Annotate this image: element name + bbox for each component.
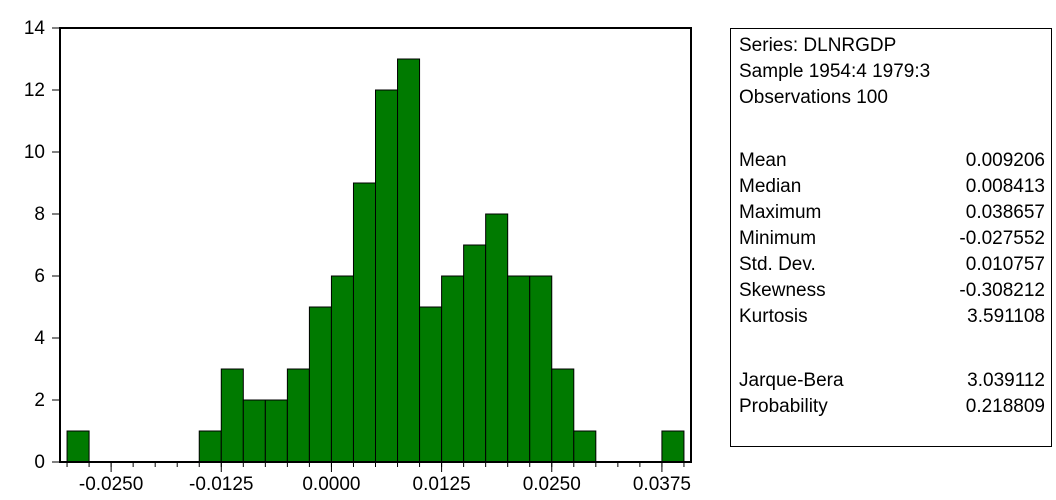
- stat-value: 0.038657: [965, 202, 1045, 223]
- series-name-text: Series: DLNRGDP: [739, 35, 897, 56]
- stat-label: Mean: [739, 150, 787, 171]
- histogram-bar: [441, 275, 465, 463]
- y-tick-label: 0: [34, 452, 45, 473]
- stat-row-std-dev: Std. Dev. 0.010757: [739, 254, 1045, 276]
- x-tick-label: -0.0250: [79, 474, 143, 495]
- stat-value: -0.308212: [959, 280, 1045, 301]
- x-tick-label: 0.0000: [302, 474, 360, 495]
- stat-label: Skewness: [739, 280, 826, 301]
- stat-value: 3.591108: [967, 306, 1045, 327]
- stat-value: 0.218809: [965, 396, 1045, 417]
- histogram-bar: [286, 368, 310, 463]
- histogram-bar: [463, 244, 487, 463]
- y-tick-label: 12: [24, 80, 45, 101]
- observations-text: Observations 100: [739, 87, 888, 108]
- stat-row-probability: Probability 0.218809: [739, 396, 1045, 418]
- stat-row-maximum: Maximum 0.038657: [739, 202, 1045, 224]
- histogram-bar: [308, 306, 332, 463]
- histogram-bar: [507, 275, 531, 463]
- stat-label: Maximum: [739, 202, 822, 223]
- stat-row-median: Median 0.008413: [739, 176, 1045, 198]
- stat-value: -0.027552: [959, 228, 1045, 249]
- stat-row-skewness: Skewness -0.308212: [739, 280, 1045, 302]
- x-tick-label: 0.0125: [413, 474, 471, 495]
- stat-row-mean: Mean 0.009206: [739, 150, 1045, 172]
- stat-value: 3.039112: [967, 370, 1045, 391]
- histogram-bar: [397, 58, 421, 463]
- histogram-bar: [573, 430, 597, 463]
- y-tick-label: 6: [34, 266, 45, 287]
- x-tick-label: 0.0375: [633, 474, 691, 495]
- stat-value: 0.009206: [965, 150, 1045, 171]
- stat-label: Minimum: [739, 228, 817, 249]
- statistics-panel: Series: DLNRGDP Sample 1954:4 1979:3 Obs…: [730, 28, 1052, 447]
- stat-value: 0.008413: [965, 176, 1045, 197]
- histogram-bar: [352, 182, 376, 463]
- stat-value: 0.010757: [965, 254, 1045, 275]
- x-tick-label: -0.0125: [189, 474, 253, 495]
- histogram-bar: [485, 213, 509, 463]
- histogram-bar: [661, 430, 685, 463]
- histogram-bar: [551, 368, 575, 463]
- y-tick-label: 2: [34, 390, 45, 411]
- histogram-bar: [375, 89, 399, 463]
- histogram-bar: [198, 430, 222, 463]
- y-tick-label: 10: [24, 142, 45, 163]
- stat-row-kurtosis: Kurtosis 3.591108: [739, 306, 1045, 328]
- histogram-bar: [66, 430, 90, 463]
- histogram-chart: 0 2 4 6 8 10 12 14 -0.0250 -0.0125 0.0000 0.0125 0.0…: [24, 18, 692, 495]
- stat-row-jarque-bera: Jarque-Bera 3.039112: [739, 370, 1045, 392]
- sample-range-text: Sample 1954:4 1979:3: [739, 61, 931, 82]
- histogram-bar: [330, 275, 354, 463]
- y-tick-label: 8: [34, 204, 45, 225]
- stat-label: Median: [739, 176, 802, 197]
- histogram-bar: [264, 399, 288, 463]
- stat-label: Jarque-Bera: [739, 370, 844, 391]
- stat-label: Std. Dev.: [739, 254, 816, 275]
- stat-row-minimum: Minimum -0.027552: [739, 228, 1045, 250]
- histogram-bar: [242, 399, 266, 463]
- x-tick-label: 0.0250: [523, 474, 581, 495]
- y-tick-label: 14: [24, 18, 46, 39]
- stat-label: Kurtosis: [739, 306, 808, 327]
- stat-label: Probability: [739, 396, 828, 417]
- histogram-bar: [419, 306, 443, 463]
- histogram-bar: [529, 275, 553, 463]
- histogram-bar: [220, 368, 244, 463]
- y-tick-label: 4: [34, 328, 45, 349]
